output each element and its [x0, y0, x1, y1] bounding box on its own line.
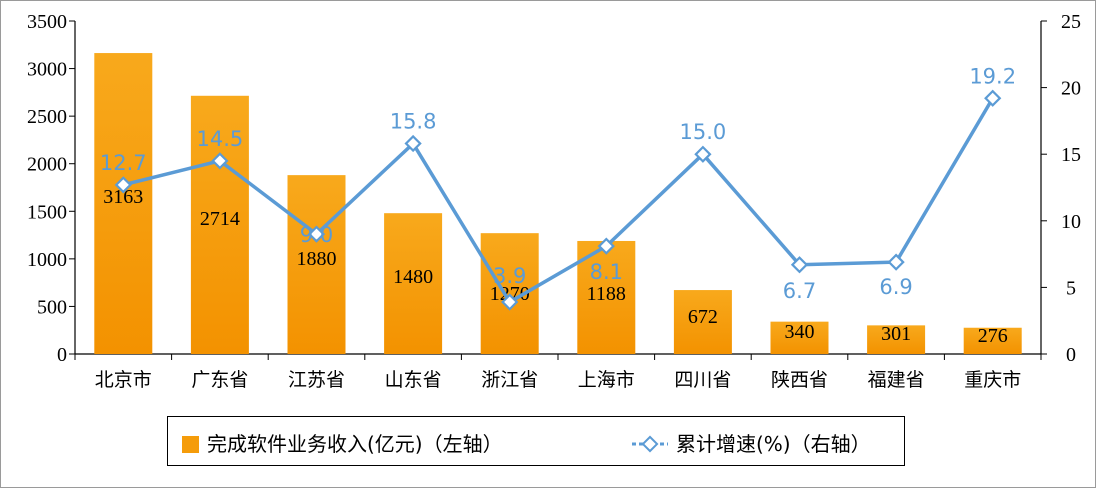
x-tick-label: 陕西省: [771, 369, 828, 391]
x-tick-label: 上海市: [578, 369, 635, 391]
bar-data-label: 1480: [393, 266, 433, 288]
y-left-tick-label: 2000: [27, 154, 67, 176]
y-left-tick-label: 3500: [27, 11, 67, 33]
x-tick-label: 北京市: [95, 369, 152, 391]
line-data-label: 9.0: [300, 223, 333, 247]
bar-data-label: 276: [978, 325, 1008, 347]
y-left-tick-label: 0: [57, 344, 67, 366]
y-right-tick-label: 25: [1061, 11, 1081, 33]
y-left-tick-label: 500: [37, 296, 67, 318]
y-right-tick-label: 5: [1066, 277, 1076, 299]
legend: 完成软件业务收入(亿元)（左轴） 累计增速(%)（右轴）: [167, 416, 905, 466]
line-data-label: 15.8: [390, 110, 437, 134]
y-left-tick-label: 1000: [27, 249, 67, 271]
y-left-tick-label: 1500: [27, 201, 67, 223]
line-data-label: 6.9: [879, 275, 912, 299]
x-tick-label: 浙江省: [481, 369, 538, 391]
line-data-label: 14.5: [197, 127, 244, 151]
x-tick-label: 福建省: [868, 369, 925, 391]
legend-item-line: 累计增速(%)（右轴）: [630, 428, 871, 457]
bar-data-label: 672: [688, 306, 718, 328]
y-right-tick-label: 20: [1061, 78, 1081, 100]
bar-data-label: 301: [881, 323, 911, 345]
y-right-tick-label: 15: [1061, 144, 1081, 166]
legend-swatch-line: [630, 434, 670, 454]
legend-label-line: 累计增速(%)（右轴）: [676, 432, 871, 456]
x-tick-label: 重庆市: [964, 369, 1021, 391]
bar-data-label: 1188: [587, 283, 626, 305]
legend-label-bar: 完成软件业务收入(亿元)（左轴）: [207, 432, 503, 456]
line-data-label: 3.9: [493, 264, 526, 288]
line-data-label: 8.1: [590, 260, 623, 284]
x-tick-label: 广东省: [191, 369, 248, 391]
x-tick-label: 山东省: [385, 369, 442, 391]
line-data-label: 15.0: [680, 120, 727, 144]
line-data-label: 6.7: [783, 279, 816, 303]
line-data-label: 12.7: [100, 151, 147, 175]
bar-data-label: 2714: [200, 208, 240, 230]
x-tick-label: 四川省: [674, 369, 731, 391]
y-left-tick-label: 2500: [27, 106, 67, 128]
series-line: [123, 98, 992, 302]
line-data-label: 19.2: [969, 64, 1016, 88]
legend-swatch-bar: [182, 436, 199, 453]
legend-item-bar: 完成软件业务收入(亿元)（左轴）: [182, 428, 503, 457]
bar-series: [94, 53, 1021, 354]
y-right-tick-label: 10: [1061, 211, 1081, 233]
y-right-tick-label: 0: [1066, 344, 1076, 366]
bar-data-label: 1880: [297, 248, 337, 270]
y-left-tick-label: 3000: [27, 59, 67, 81]
x-tick-label: 江苏省: [288, 369, 345, 391]
bar-data-label: 340: [785, 321, 815, 343]
